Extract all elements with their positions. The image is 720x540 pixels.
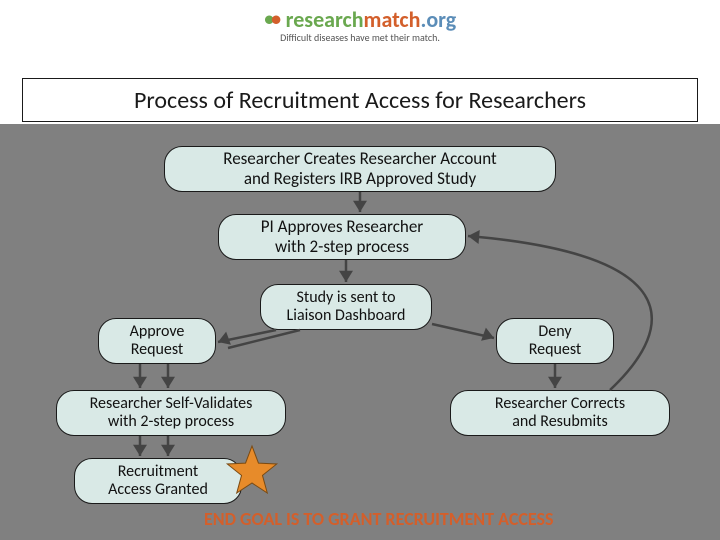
logo-word-c: .org: [420, 6, 456, 33]
node-deny-request: DenyRequest: [496, 318, 614, 364]
title-frame: Process of Recruitment Access for Resear…: [22, 78, 698, 122]
flowchart-canvas: Researcher Creates Researcher Accountand…: [0, 124, 720, 540]
logo-icon: ●●: [264, 8, 286, 30]
logo-word-a: research: [286, 6, 364, 33]
logo-tagline: Difficult diseases have met their match.: [264, 31, 456, 44]
end-goal-text: END GOAL IS TO GRANT RECRUITMENT ACCESS: [204, 508, 554, 530]
page-title: Process of Recruitment Access for Resear…: [134, 86, 586, 115]
logo-word-b: match: [364, 6, 421, 33]
header-logo: ●● researchmatch.org Difficult diseases …: [0, 6, 720, 46]
node-create-account: Researcher Creates Researcher Accountand…: [164, 146, 556, 192]
node-liaison-dashboard: Study is sent toLiaison Dashboard: [260, 284, 432, 330]
node-approve-request: ApproveRequest: [98, 318, 216, 364]
node-pi-approves: PI Approves Researcherwith 2-step proces…: [218, 214, 466, 260]
node-corrects-resubmits: Researcher Correctsand Resubmits: [450, 390, 670, 436]
node-access-granted: RecruitmentAccess Granted: [74, 458, 242, 504]
node-self-validates: Researcher Self-Validateswith 2-step pro…: [56, 390, 286, 436]
